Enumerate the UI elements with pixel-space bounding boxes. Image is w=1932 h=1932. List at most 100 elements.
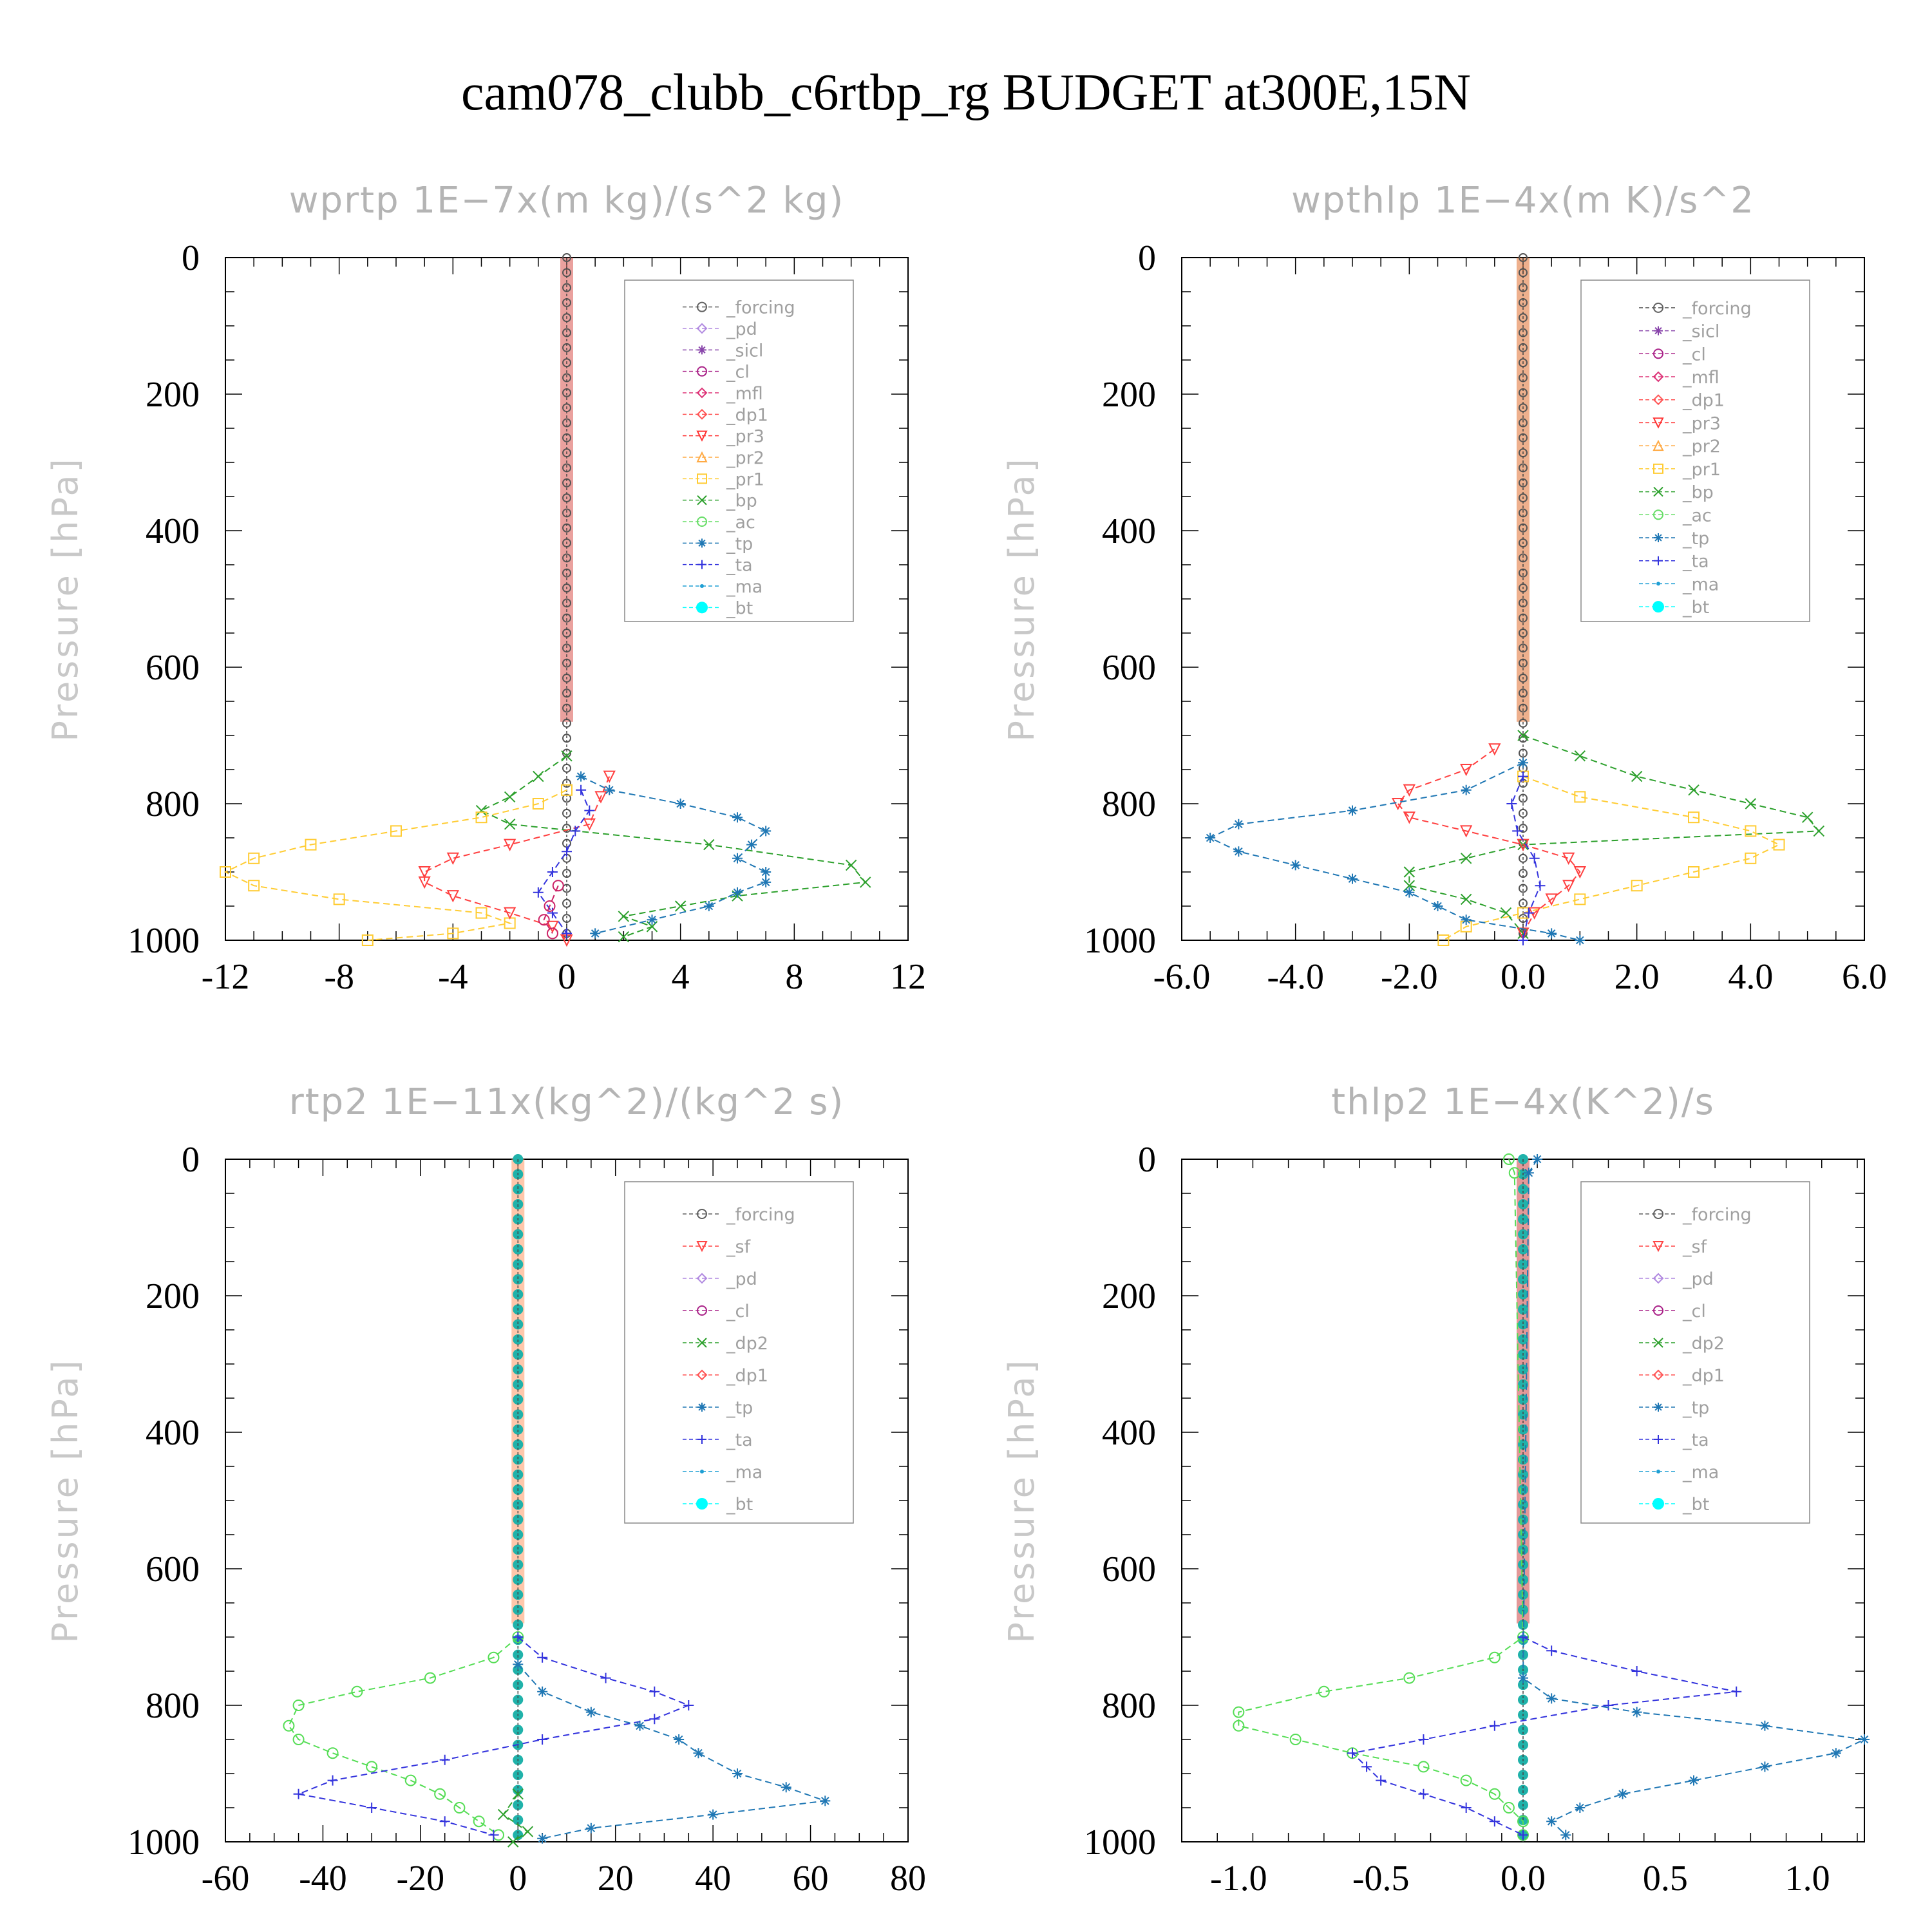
data-point: [418, 876, 431, 889]
zero-profile-marker: [1518, 1364, 1528, 1375]
legend-entry: _cl: [726, 1302, 750, 1321]
data-point: [439, 1754, 450, 1765]
data-point: [1546, 928, 1557, 939]
legend-entry: _ac: [1682, 506, 1712, 526]
x-tick-label: -4: [438, 957, 468, 997]
legend-marker: [1654, 556, 1663, 565]
legend-marker: [1654, 1403, 1663, 1412]
legend-marker: [1653, 348, 1663, 359]
data-point: [327, 1775, 338, 1786]
legend-box: [1580, 1181, 1810, 1524]
data-point: [283, 1719, 295, 1732]
zero-profile-marker: [1518, 1379, 1528, 1390]
legend-marker: [696, 1369, 708, 1381]
data-point: [1560, 1830, 1571, 1841]
data-point: [703, 838, 715, 851]
data-point: [845, 859, 857, 871]
chart-panel-2: wpthlp 1E−4x(m K)/s^2 Pressure [hPa] 0 200 4…: [1001, 180, 1887, 997]
data-point: [1517, 730, 1529, 741]
x-tick-label: 80: [890, 1859, 926, 1899]
zero-profile-marker: [1518, 1739, 1528, 1750]
zero-profile-marker: [513, 1770, 524, 1781]
data-point: [649, 1686, 660, 1697]
legend-entry: _dp1: [1682, 1366, 1725, 1386]
data-point: [1631, 1666, 1642, 1676]
legend-entry: _pr3: [1682, 413, 1721, 433]
data-point: [1518, 1830, 1528, 1841]
legend-marker: [1653, 1369, 1664, 1381]
legend-entry: _pr2: [726, 448, 764, 468]
legend-marker: [1653, 1273, 1664, 1284]
zero-profile-marker: [1518, 1559, 1528, 1570]
zero-profile-marker: [562, 253, 571, 262]
legend-marker: [697, 516, 707, 527]
data-point: [248, 852, 260, 864]
series-tp: [1518, 1154, 1870, 1841]
data-point: [538, 914, 550, 926]
series-bp: [1403, 730, 1825, 940]
data-point: [732, 853, 743, 864]
legend-box: [624, 279, 854, 622]
y-tick-label: 1000: [1084, 1823, 1156, 1862]
legend-entry: _forcing: [726, 298, 795, 318]
legend-marker: [696, 1241, 708, 1253]
data-point: [488, 1651, 500, 1663]
data-point: [1523, 907, 1534, 918]
data-point: [1460, 893, 1472, 905]
legend-entry: _tp: [1682, 1398, 1709, 1418]
chart-panel-1: wprtp 1E−7x(m kg)/(s^2 kg) Pressure [hPa]…: [45, 180, 926, 997]
data-point: [1508, 1167, 1520, 1179]
y-tick-label: 1000: [128, 921, 200, 961]
data-point: [507, 1836, 519, 1848]
data-point: [1205, 833, 1216, 843]
data-point: [1859, 1734, 1870, 1745]
data-point: [1631, 770, 1643, 782]
zero-profile-marker: [1518, 1319, 1528, 1330]
zero-profile-marker: [1518, 1770, 1528, 1781]
data-point: [475, 907, 488, 919]
data-point: [546, 927, 558, 940]
series-dp2: [497, 1788, 534, 1848]
data-point: [585, 1707, 596, 1718]
y-tick-label: 400: [146, 511, 200, 551]
legend-entry: _tp: [726, 534, 753, 554]
data-point: [1318, 1685, 1330, 1698]
data-point: [1392, 798, 1405, 811]
legend-marker: [1653, 1305, 1663, 1316]
x-tick-label: 60: [793, 1859, 829, 1899]
y-tick-label: 200: [146, 375, 200, 415]
legend-marker: [697, 560, 706, 569]
data-point: [746, 839, 757, 850]
data-point: [537, 1833, 548, 1844]
x-tick-label: 0.5: [1643, 1859, 1688, 1899]
zero-profile-marker: [1518, 1229, 1528, 1240]
zero-profile-marker: [513, 1319, 524, 1330]
series-line: [223, 789, 567, 941]
y-tick-label: 600: [146, 648, 200, 688]
data-point: [1502, 1153, 1515, 1165]
legend-entry: _cl: [1682, 345, 1706, 365]
zero-profile-marker: [513, 1604, 524, 1615]
legend-marker: [700, 1470, 704, 1473]
data-point: [1502, 1802, 1515, 1814]
data-point: [1518, 757, 1528, 768]
data-point: [1418, 1788, 1429, 1799]
data-point: [584, 805, 595, 816]
legend-entry: _bt: [726, 598, 753, 618]
legend-marker: [697, 1338, 707, 1348]
legend-entry: _bt: [1682, 1495, 1709, 1515]
series-line: [1208, 762, 1580, 941]
x-tick-label: 12: [890, 957, 926, 997]
zero-profile-marker: [1518, 1785, 1528, 1795]
legend-marker: [697, 1305, 707, 1316]
data-point: [1289, 1734, 1302, 1745]
series-line: [517, 1663, 826, 1839]
data-point: [693, 1748, 704, 1759]
data-point: [446, 852, 459, 866]
data-point: [603, 770, 616, 783]
data-point: [547, 907, 558, 918]
data-point: [504, 791, 516, 803]
legend-marker: [700, 584, 704, 588]
data-point: [1460, 825, 1473, 838]
data-point: [488, 1830, 499, 1841]
